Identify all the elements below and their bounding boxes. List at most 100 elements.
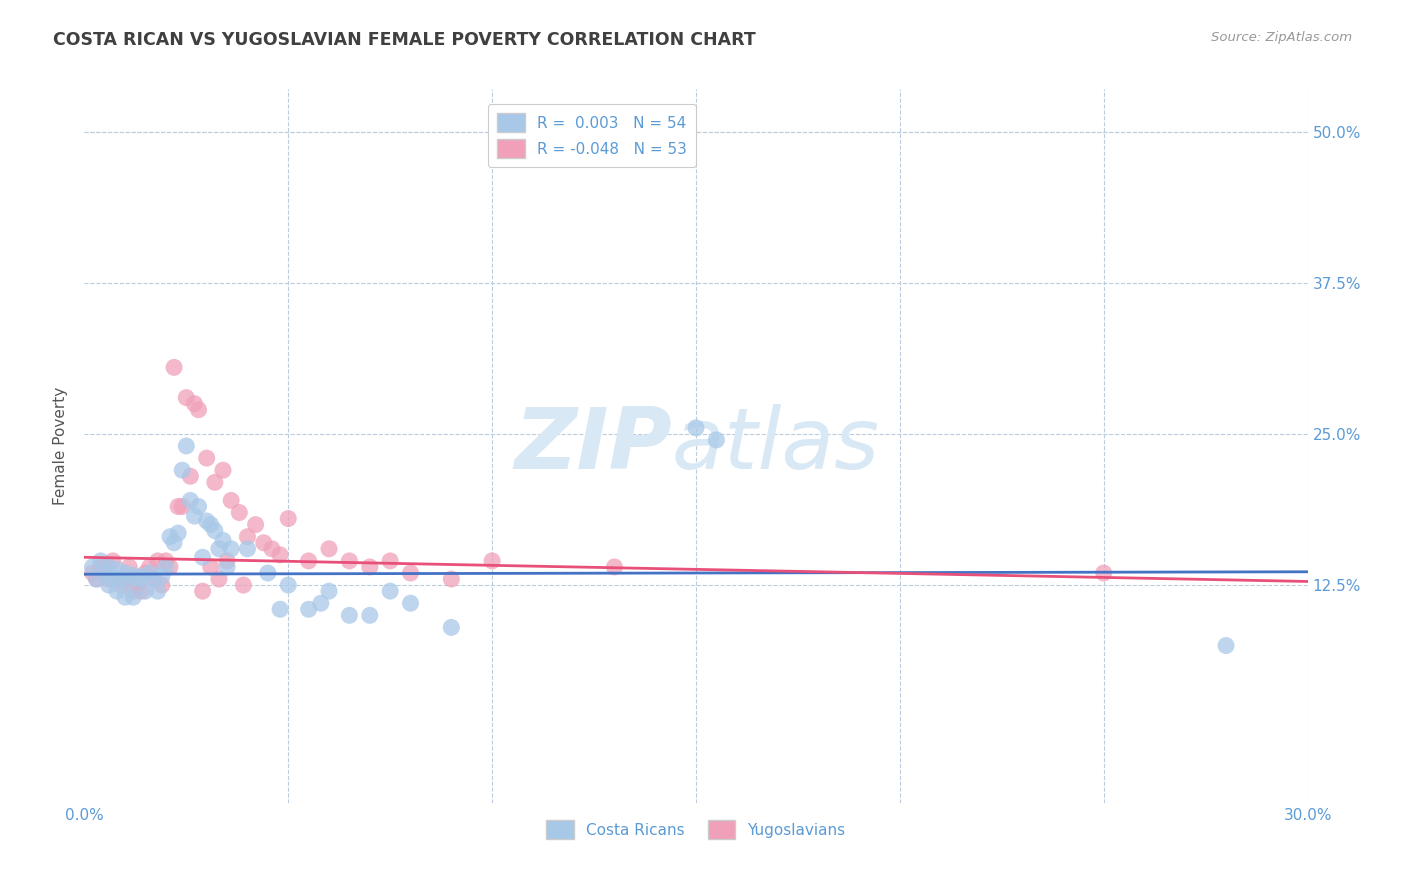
Point: [97, 560, 120, 574]
Point: [187, 500, 209, 514]
Point: [245, 517, 267, 532]
Point: [212, 463, 235, 477]
Point: [1215, 639, 1237, 653]
Point: [440, 572, 463, 586]
Point: [146, 554, 169, 568]
Point: [90, 554, 112, 568]
Point: [440, 620, 463, 634]
Point: [138, 560, 160, 574]
Point: [232, 578, 254, 592]
Point: [122, 568, 145, 582]
Text: COSTA RICAN VS YUGOSLAVIAN FEMALE POVERTY CORRELATION CHART: COSTA RICAN VS YUGOSLAVIAN FEMALE POVERT…: [53, 31, 756, 49]
Point: [253, 535, 276, 549]
Point: [155, 554, 177, 568]
Point: [260, 541, 283, 556]
Point: [399, 566, 422, 580]
Point: [118, 560, 141, 574]
Point: [208, 572, 231, 586]
Point: [191, 584, 214, 599]
Point: [603, 560, 626, 574]
Point: [159, 560, 181, 574]
Point: [269, 602, 291, 616]
Point: [114, 590, 136, 604]
Point: [359, 608, 381, 623]
Point: [163, 360, 186, 375]
Point: [309, 596, 332, 610]
Point: [1092, 566, 1115, 580]
Point: [187, 402, 209, 417]
Point: [217, 560, 239, 574]
Point: [90, 560, 112, 574]
Point: [257, 566, 280, 580]
Point: [114, 572, 136, 586]
Point: [142, 572, 165, 586]
Point: [236, 541, 259, 556]
Point: [174, 391, 197, 405]
Point: [122, 584, 145, 599]
Point: [118, 574, 141, 589]
Point: [195, 514, 218, 528]
Point: [131, 584, 153, 599]
Point: [155, 560, 177, 574]
Point: [101, 572, 124, 586]
Point: [195, 451, 218, 466]
Point: [191, 550, 214, 565]
Point: [269, 548, 291, 562]
Point: [277, 511, 299, 525]
Point: [105, 572, 128, 586]
Point: [200, 517, 222, 532]
Text: atlas: atlas: [672, 404, 880, 488]
Point: [172, 463, 194, 477]
Point: [163, 535, 186, 549]
Point: [101, 554, 124, 568]
Point: [127, 578, 149, 592]
Point: [200, 560, 222, 574]
Point: [179, 493, 201, 508]
Point: [93, 566, 115, 580]
Text: Source: ZipAtlas.com: Source: ZipAtlas.com: [1212, 31, 1353, 45]
Point: [114, 566, 136, 580]
Point: [138, 566, 160, 580]
Point: [318, 584, 340, 599]
Point: [298, 554, 321, 568]
Point: [277, 578, 299, 592]
Point: [339, 608, 361, 623]
Point: [399, 596, 422, 610]
Point: [167, 500, 190, 514]
Point: [82, 566, 104, 580]
Point: [380, 584, 402, 599]
Point: [97, 572, 120, 586]
Point: [217, 554, 239, 568]
Point: [228, 506, 250, 520]
Point: [208, 541, 231, 556]
Point: [142, 572, 165, 586]
Point: [298, 602, 321, 616]
Point: [179, 469, 201, 483]
Point: [219, 493, 242, 508]
Point: [131, 569, 153, 583]
Point: [172, 500, 194, 514]
Y-axis label: Female Poverty: Female Poverty: [53, 387, 69, 505]
Point: [127, 572, 149, 586]
Point: [105, 562, 128, 576]
Point: [97, 578, 120, 592]
Point: [481, 554, 503, 568]
Point: [150, 578, 173, 592]
Point: [150, 569, 173, 583]
Point: [212, 533, 235, 548]
Point: [339, 554, 361, 568]
Point: [110, 578, 132, 592]
Point: [359, 560, 381, 574]
Point: [318, 541, 340, 556]
Point: [86, 572, 108, 586]
Point: [167, 526, 190, 541]
Point: [706, 433, 728, 447]
Point: [380, 554, 402, 568]
Point: [183, 397, 205, 411]
Point: [159, 530, 181, 544]
Point: [204, 475, 226, 490]
Point: [204, 524, 226, 538]
Point: [82, 560, 104, 574]
Point: [685, 421, 707, 435]
Point: [146, 584, 169, 599]
